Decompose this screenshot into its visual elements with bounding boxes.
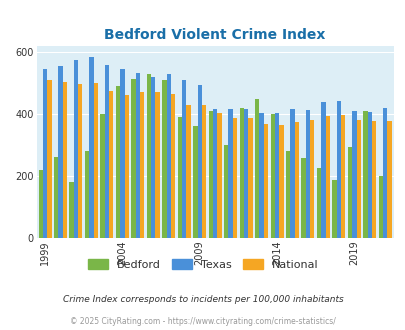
Bar <box>352 111 356 238</box>
Bar <box>340 115 345 238</box>
Bar <box>367 112 371 238</box>
Bar <box>336 101 340 238</box>
Bar <box>104 65 109 238</box>
Bar <box>193 126 197 238</box>
Bar <box>120 69 124 238</box>
Bar <box>115 86 120 238</box>
Bar <box>320 102 325 238</box>
Bar <box>263 124 267 238</box>
Bar <box>166 74 171 238</box>
Bar <box>239 108 243 238</box>
Bar <box>162 80 166 238</box>
Bar <box>279 125 283 238</box>
Bar <box>213 110 217 238</box>
Bar <box>290 110 294 238</box>
Bar <box>254 99 259 238</box>
Bar <box>285 151 290 238</box>
Bar <box>228 110 232 238</box>
Text: Crime Index corresponds to incidents per 100,000 inhabitants: Crime Index corresponds to incidents per… <box>62 295 343 304</box>
Bar <box>197 85 201 238</box>
Legend: Bedford, Texas, National: Bedford, Texas, National <box>84 256 321 273</box>
Bar <box>382 108 386 238</box>
Bar <box>316 168 320 238</box>
Bar <box>74 60 78 238</box>
Bar <box>94 82 98 238</box>
Bar <box>58 66 62 238</box>
Bar <box>301 158 305 238</box>
Title: Bedford Violent Crime Index: Bedford Violent Crime Index <box>104 28 325 42</box>
Bar <box>109 91 113 238</box>
Bar <box>332 181 336 238</box>
Bar <box>147 74 151 238</box>
Bar <box>124 95 128 238</box>
Text: © 2025 CityRating.com - https://www.cityrating.com/crime-statistics/: © 2025 CityRating.com - https://www.city… <box>70 317 335 326</box>
Bar <box>232 118 237 238</box>
Bar <box>386 121 391 238</box>
Bar <box>294 122 298 238</box>
Bar <box>186 105 190 238</box>
Bar <box>38 170 43 238</box>
Bar <box>347 147 352 238</box>
Bar <box>47 80 51 238</box>
Bar <box>248 118 252 238</box>
Bar <box>140 92 144 238</box>
Bar <box>305 111 309 238</box>
Bar <box>371 121 375 238</box>
Bar <box>181 80 186 238</box>
Bar <box>69 182 74 238</box>
Bar <box>309 120 314 238</box>
Bar <box>62 82 67 238</box>
Bar <box>54 157 58 238</box>
Bar <box>151 77 155 238</box>
Bar <box>100 114 104 238</box>
Bar <box>89 57 94 238</box>
Bar <box>85 151 89 238</box>
Bar <box>224 145 228 238</box>
Bar <box>378 176 382 238</box>
Bar <box>135 73 140 238</box>
Bar <box>201 105 206 238</box>
Bar <box>43 69 47 238</box>
Bar <box>78 84 82 238</box>
Bar <box>362 111 367 238</box>
Bar <box>270 114 274 238</box>
Bar <box>274 114 279 238</box>
Bar <box>177 117 181 238</box>
Bar <box>356 120 360 238</box>
Bar <box>155 92 160 238</box>
Bar <box>243 110 248 238</box>
Bar <box>208 111 213 238</box>
Bar <box>325 115 329 238</box>
Bar <box>259 113 263 238</box>
Bar <box>171 94 175 238</box>
Bar <box>131 79 135 238</box>
Bar <box>217 113 221 238</box>
